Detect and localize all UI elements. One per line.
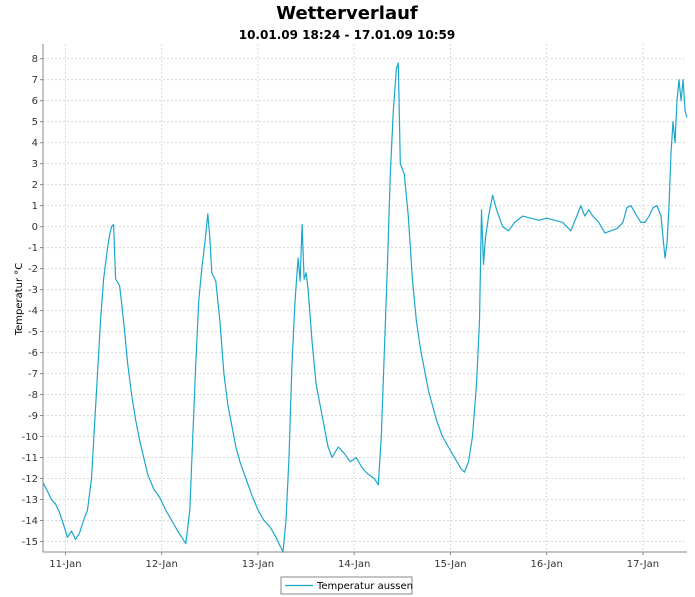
- y-tick-label: 2: [32, 180, 38, 191]
- y-tick-label: -13: [22, 495, 38, 506]
- y-tick-label: 1: [32, 201, 38, 212]
- y-tick-label: -8: [28, 390, 38, 401]
- series-group: [42, 62, 688, 553]
- x-tick-label: 11-Jan: [49, 559, 81, 570]
- x-axis: 11-Jan 12-Jan 13-Jan 14-Jan 15-Jan 16-Jan 17-J…: [49, 552, 659, 570]
- legend: Temperatur aussen: [280, 576, 413, 595]
- x-tick-label: 17-Jan: [627, 559, 659, 570]
- y-tick-label: -4: [28, 306, 38, 317]
- x-tick-label: 15-Jan: [434, 559, 466, 570]
- x-tick-label: 16-Jan: [531, 559, 563, 570]
- y-tick-label: -2: [28, 264, 38, 275]
- y-tick-label: 5: [32, 117, 38, 128]
- y-tick-label: 8: [32, 54, 38, 65]
- y-tick-label: 4: [32, 138, 38, 149]
- y-tick-label: -11: [22, 453, 38, 464]
- y-tick-label: 6: [32, 96, 38, 107]
- y-tick-label: 7: [32, 75, 38, 86]
- x-tick-label: 14-Jan: [338, 559, 370, 570]
- legend-label: Temperatur aussen: [316, 581, 413, 592]
- chart-subtitle: 10.01.09 18:24 - 17.01.09 10:59: [239, 28, 456, 42]
- x-tick-label: 12-Jan: [146, 559, 178, 570]
- plot-area: [43, 44, 687, 552]
- y-tick-label: -7: [28, 369, 38, 380]
- y-axis-label: Temperatur °C: [14, 263, 25, 337]
- legend-box: [280, 576, 413, 595]
- y-tick-label: -9: [28, 411, 38, 422]
- y-tick-label: -6: [28, 348, 38, 359]
- chart-title: Wetterverlauf: [276, 3, 418, 24]
- y-tick-label: 3: [32, 159, 38, 170]
- y-tick-label: -5: [28, 327, 38, 338]
- y-tick-label: -1: [28, 243, 38, 254]
- y-tick-label: 0: [32, 222, 38, 233]
- grid: [43, 44, 687, 552]
- y-tick-label: -3: [28, 285, 38, 296]
- y-tick-label: -14: [22, 516, 38, 527]
- y-tick-label: -15: [22, 537, 38, 548]
- y-tick-label: -10: [22, 432, 38, 443]
- y-tick-label: -12: [22, 474, 38, 485]
- x-tick-label: 13-Jan: [242, 559, 274, 570]
- series-line-0: [42, 62, 688, 553]
